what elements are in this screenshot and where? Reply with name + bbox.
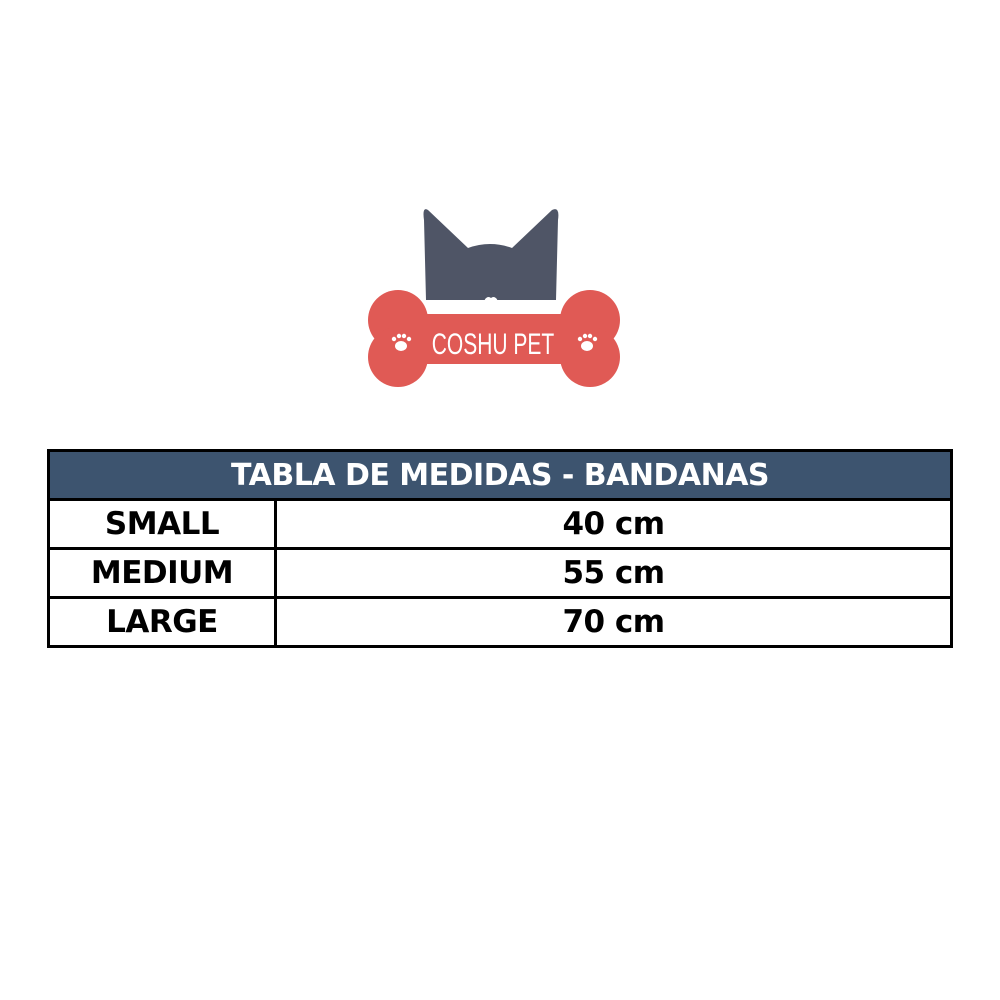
paw-icon [391,333,412,351]
table-row: LARGE 70 cm [47,596,953,648]
dog-head-icon [423,209,559,300]
coshu-pet-logo: COSHU PET [368,209,620,387]
logo-text: COSHU PET [432,329,555,361]
size-table: TABLA DE MEDIDAS - BANDANAS SMALL 40 cm … [47,449,953,648]
size-measure: 55 cm [274,547,953,599]
size-label: SMALL [47,498,277,550]
table-row: MEDIUM 55 cm [47,547,953,599]
bone-icon [368,290,620,387]
size-label: MEDIUM [47,547,277,599]
table-title: TABLA DE MEDIDAS - BANDANAS [47,449,953,501]
size-measure: 70 cm [274,596,953,648]
paw-icon [577,333,598,351]
size-label: LARGE [47,596,277,648]
table-row: SMALL 40 cm [47,498,953,550]
size-measure: 40 cm [274,498,953,550]
heart-icon [484,297,498,309]
